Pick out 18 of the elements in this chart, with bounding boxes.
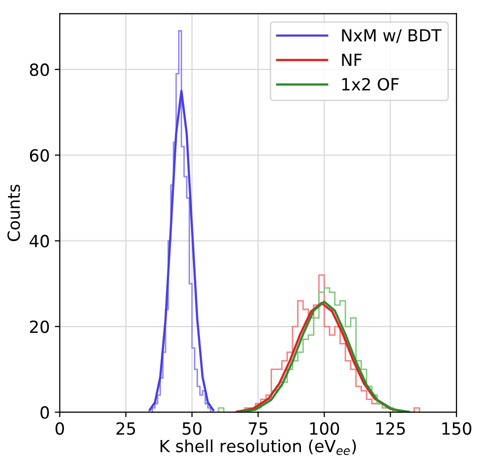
x-tick-label: 50	[182, 422, 202, 435]
x-tick-label: 75	[248, 422, 268, 435]
y-tick-label: 40	[30, 234, 49, 248]
x-tick-label: 25	[116, 422, 136, 435]
x-tick-label: 100	[310, 422, 340, 435]
legend-label: 1x2 OF	[342, 78, 399, 91]
y-axis-title: Counts	[7, 184, 20, 242]
x-tick-label: 125	[376, 422, 405, 435]
y-tick-label: 20	[30, 320, 49, 334]
y-tick-label: 0	[40, 406, 49, 419]
x-tick-label: 0	[56, 422, 64, 435]
x-tick-label: 150	[442, 422, 472, 435]
y-tick-label: 80	[30, 63, 49, 76]
y-tick-label: 60	[30, 149, 49, 162]
legend-label: NF	[342, 54, 362, 66]
x-axis-title: K shell resolution (eV$_{ee}$)	[160, 439, 356, 456]
legend-label: NxM w/ BDT	[342, 29, 442, 43]
line-series	[148, 90, 214, 412]
